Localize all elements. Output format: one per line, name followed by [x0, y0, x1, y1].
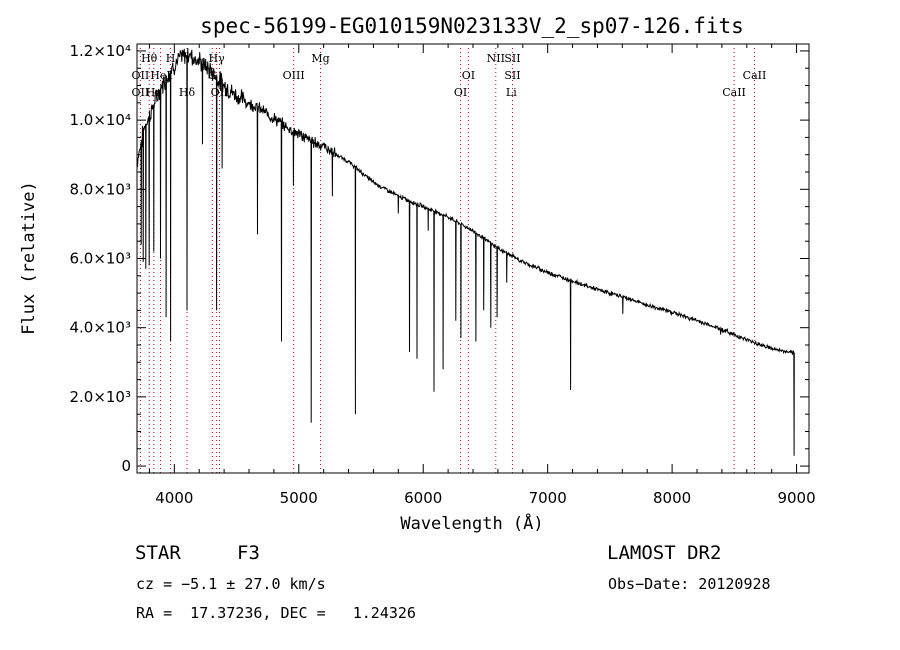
line-marker-label: OI [454, 86, 467, 99]
line-marker-label: CaII [743, 69, 767, 82]
line-marker-label: Hγ [209, 52, 226, 65]
y-tick-label: 2.0×10³ [69, 388, 131, 406]
line-marker-label: OII [132, 69, 150, 82]
x-tick-label: 9000 [777, 489, 815, 507]
line-marker-label: SII [504, 52, 520, 65]
x-axis: 4000 5000 6000 7000 8000 9000 [148, 44, 816, 507]
line-marker-label: OIII [283, 69, 305, 82]
y-axis-label: Flux (relative) [19, 181, 39, 335]
spectrum-line [136, 48, 795, 456]
survey-name: LAMOST DR2 [607, 542, 722, 564]
plot-frame [136, 43, 810, 474]
y-tick-label: 6.0×10³ [69, 250, 131, 268]
line-marker-label: SII [504, 69, 520, 82]
object-class: STAR [135, 542, 181, 564]
line-marker-label: Mg [311, 52, 329, 65]
obs-date: Obs−Date: 20120928 [608, 575, 771, 593]
line-marker-label: OII [211, 86, 229, 99]
x-tick-label: 4000 [155, 489, 193, 507]
x-tick-label: 7000 [529, 489, 567, 507]
y-tick-label: 4.0×10³ [69, 319, 131, 337]
redshift-info: cz = −5.1 ± 27.0 km/s [136, 575, 326, 593]
object-subclass: F3 [237, 542, 260, 564]
line-marker-label: H [166, 52, 176, 65]
y-axis: 0 2.0×10³ 4.0×10³ 6.0×10³ 8.0×10³ 1.0×10⁴ 1.2×… [69, 42, 809, 475]
line-markers [139, 48, 755, 473]
x-tick-label: 5000 [280, 489, 318, 507]
line-marker-label: Li [506, 86, 517, 99]
line-marker-label: OII [132, 86, 150, 99]
line-marker-label: Hθ [141, 52, 158, 65]
y-tick-label: 8.0×10³ [69, 180, 131, 198]
x-tick-label: 6000 [404, 489, 442, 507]
spectrum-chart: spec-56199-EG010159N023133V_2_sp07-126.f… [19, 14, 816, 534]
line-marker-label: CaII [722, 86, 746, 99]
coordinates: RA = 17.37236, DEC = 1.24326 [136, 604, 416, 622]
y-tick-label: 1.2×10⁴ [69, 42, 131, 60]
x-axis-label: Wavelength (Å) [400, 512, 543, 534]
x-tick-label: 8000 [653, 489, 691, 507]
y-tick-label: 1.0×10⁴ [69, 111, 131, 129]
line-marker-label: OI [462, 69, 475, 82]
y-tick-label: 0 [121, 457, 131, 475]
line-marker-label: NII [487, 52, 505, 65]
chart-title: spec-56199-EG010159N023133V_2_sp07-126.f… [200, 14, 744, 38]
